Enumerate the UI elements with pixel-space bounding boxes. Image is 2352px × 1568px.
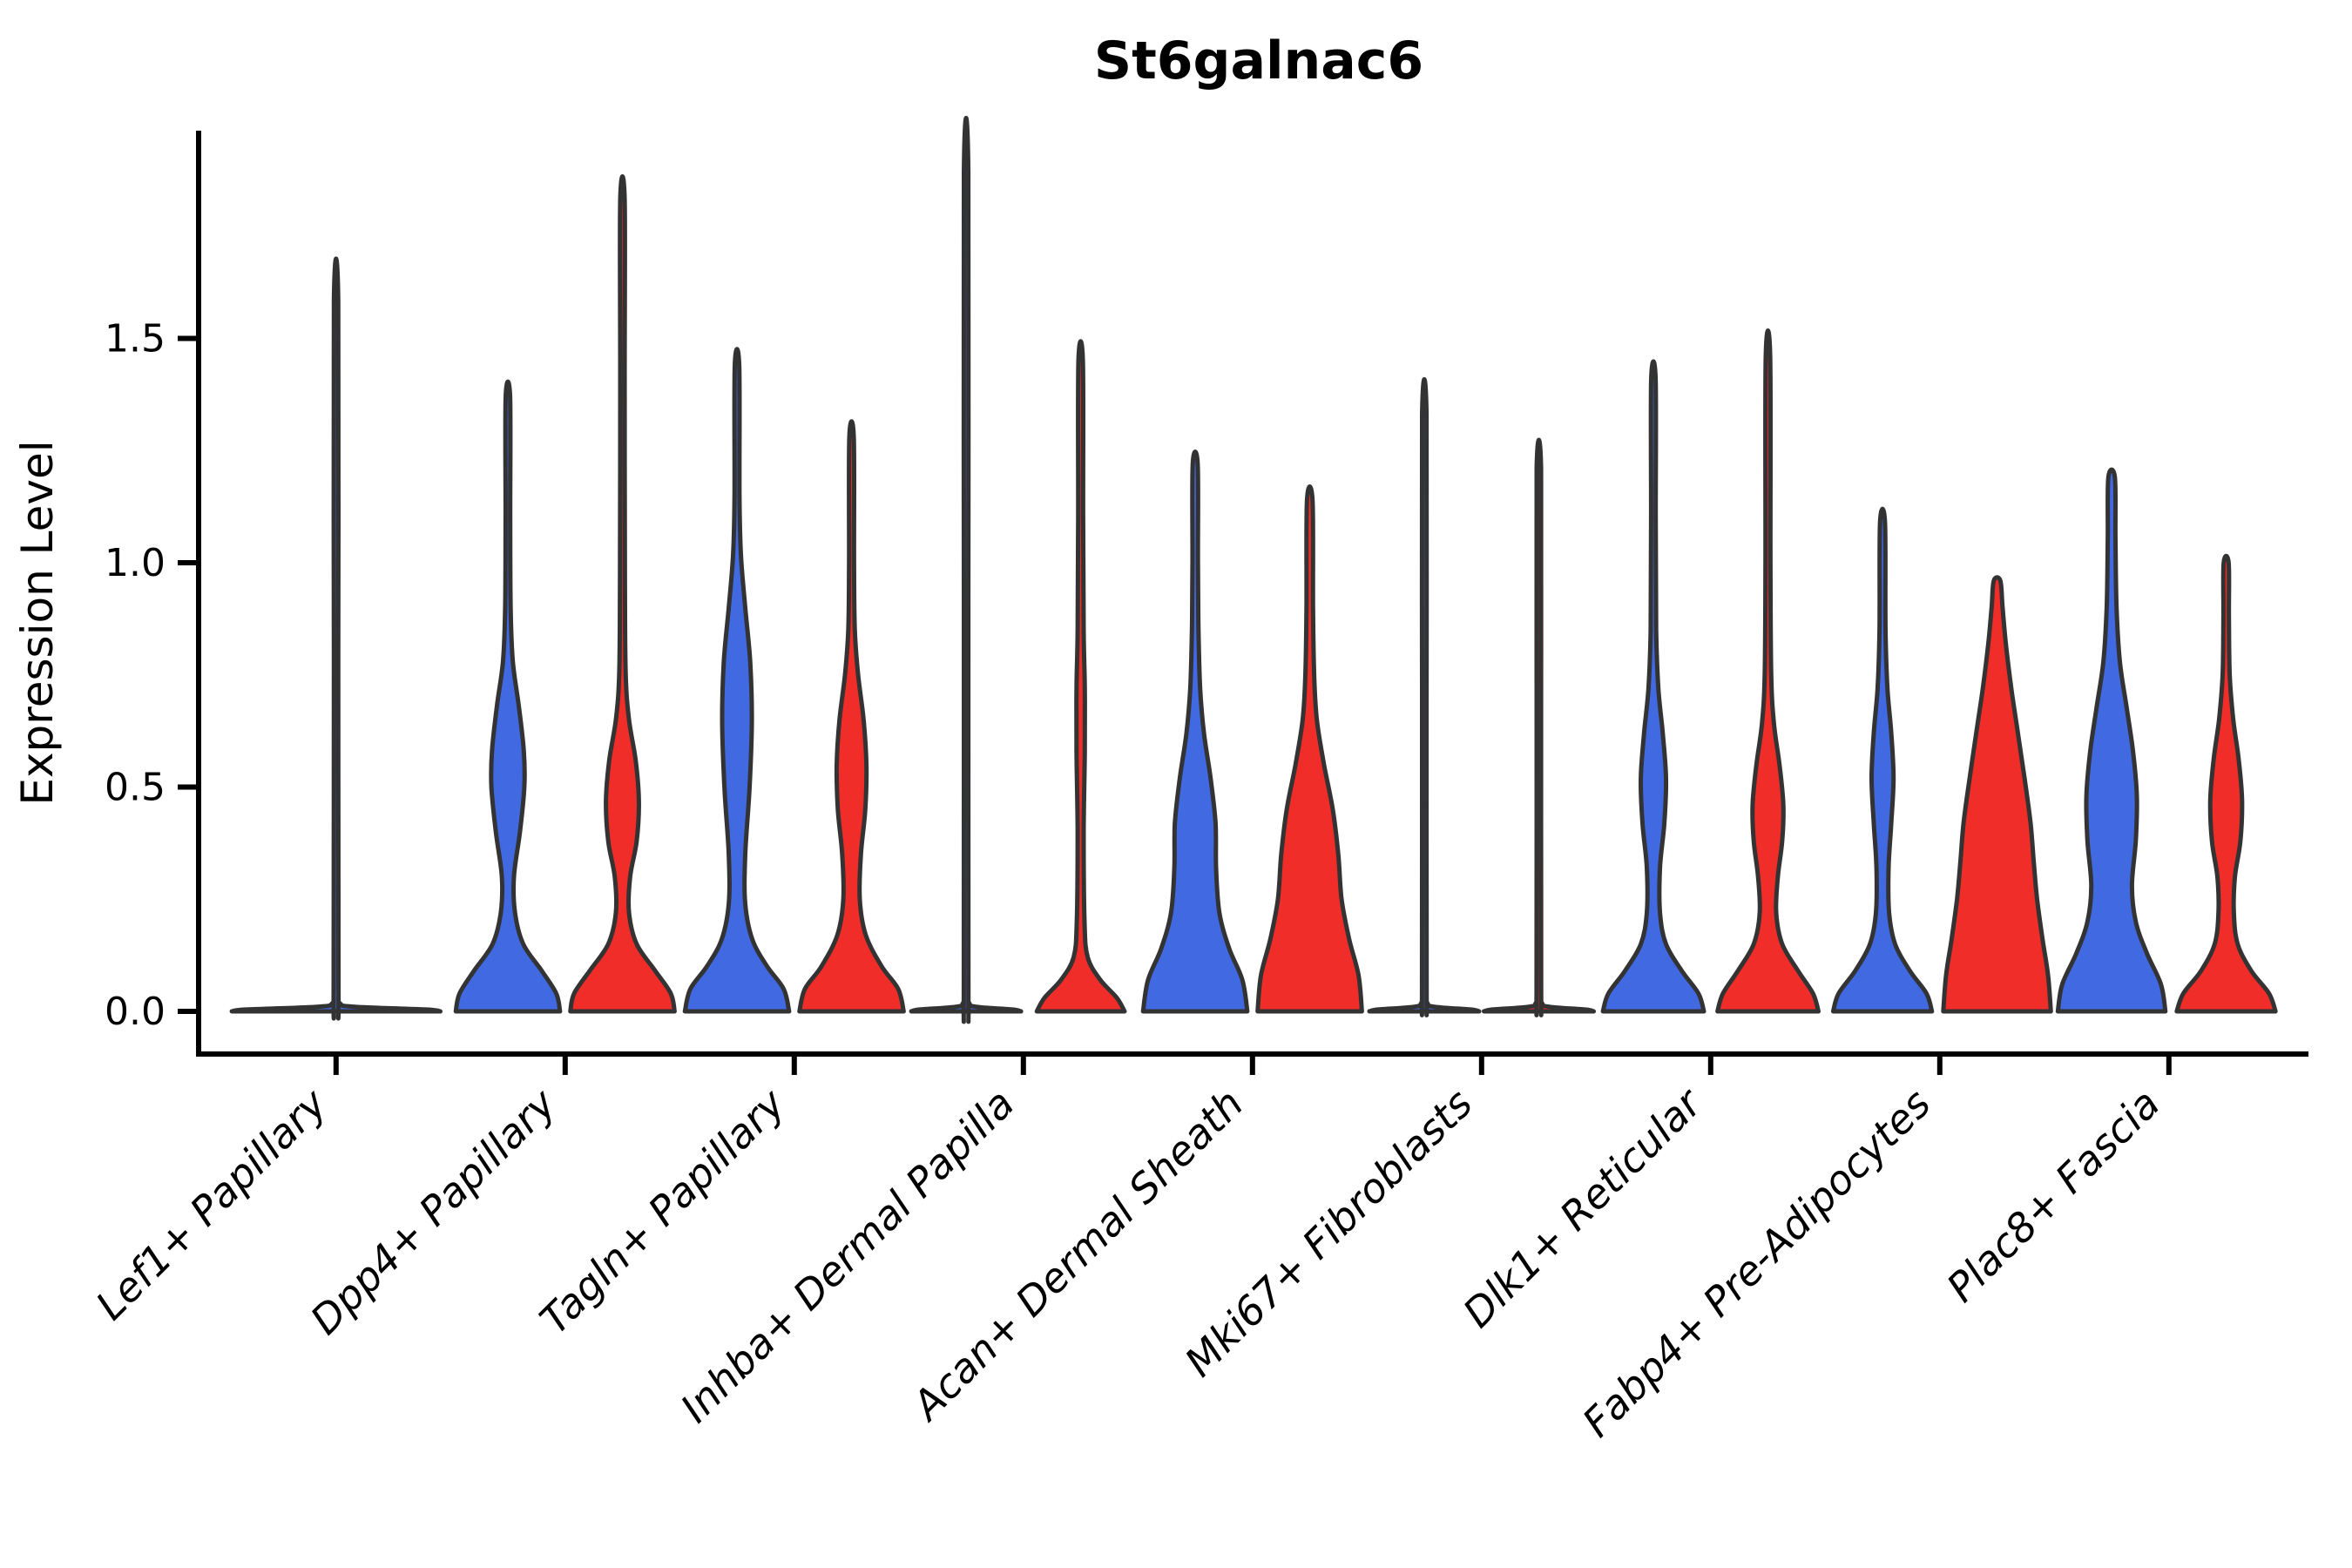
violin-7-red xyxy=(1941,575,2053,1014)
violin-layer xyxy=(229,116,2278,1024)
violin-3-red xyxy=(1034,339,1127,1014)
violin-4-red xyxy=(1255,483,1364,1014)
violin-5-red xyxy=(1482,437,1596,1017)
axes-layer xyxy=(178,131,2308,1075)
y-tick-label: 1.0 xyxy=(105,541,166,585)
y-tick-label: 1.5 xyxy=(105,317,166,362)
violin-2-blue xyxy=(682,347,792,1014)
y-axis-label: Expression Level xyxy=(12,440,63,805)
chart-title: St6galnac6 xyxy=(1094,30,1423,91)
violin-3-blue xyxy=(909,116,1024,1024)
violin-4-blue xyxy=(1140,449,1250,1014)
violin-8-red xyxy=(2174,553,2278,1014)
violin-7-blue xyxy=(1830,506,1935,1014)
violin-6-red xyxy=(1715,328,1821,1014)
y-tick-label: 0.0 xyxy=(105,990,166,1034)
violin-1-red xyxy=(568,174,677,1014)
violin-1-blue xyxy=(453,379,563,1014)
violin-2-red xyxy=(797,419,906,1014)
violin-8-blue xyxy=(2055,467,2168,1014)
violin-0-blue xyxy=(229,256,443,1021)
violin-5-blue xyxy=(1367,377,1482,1017)
y-tick-label: 0.5 xyxy=(105,766,166,810)
violin-6-blue xyxy=(1600,359,1707,1014)
